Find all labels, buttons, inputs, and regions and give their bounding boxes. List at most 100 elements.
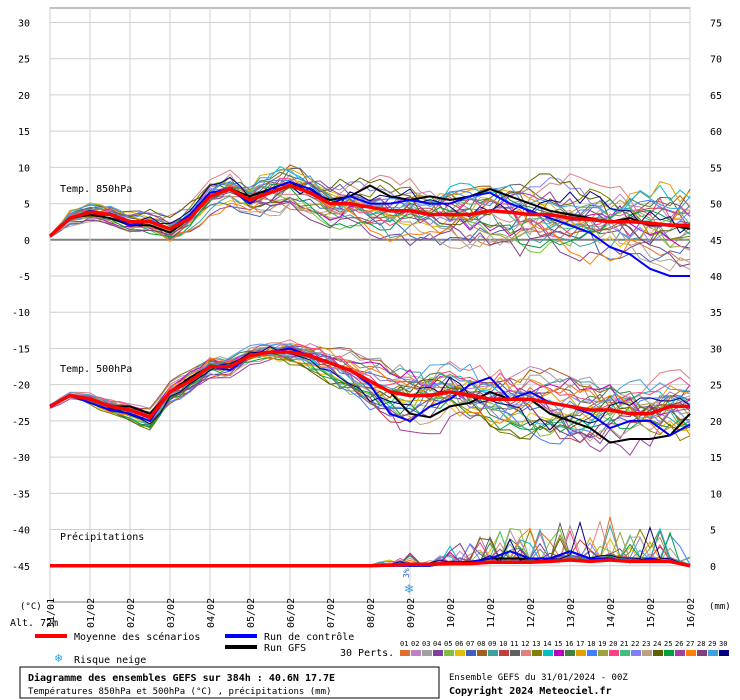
pert-swatch (587, 650, 597, 656)
right-axis-unit: (mm) (709, 602, 731, 612)
pert-swatch (675, 650, 685, 656)
pert-swatch (477, 650, 487, 656)
pert-number: 20 (609, 640, 617, 648)
pert-number: 18 (587, 640, 595, 648)
x-tick-label: 31/01 (46, 598, 57, 628)
legend-gfs-label: Run GFS (264, 643, 306, 654)
snowflake-icon: ❄ (404, 582, 414, 596)
pert-number: 06 (455, 640, 463, 648)
pert-number: 10 (499, 640, 507, 648)
y-tick-label-left: 15 (18, 127, 30, 138)
pert-number: 24 (653, 640, 661, 648)
ensemble-mean-line (50, 558, 691, 568)
x-tick-label: 07/02 (326, 598, 337, 628)
grid (49, 7, 691, 603)
x-tick-label: 16/02 (686, 598, 697, 628)
pert-number: 29 (708, 640, 716, 648)
ensemble-member-line (49, 173, 691, 246)
pert-number: 16 (565, 640, 573, 648)
pert-swatch (488, 650, 498, 656)
legend-snow-icon: ❄ (54, 653, 63, 665)
series (48, 164, 691, 568)
ensemble-member-line (49, 169, 691, 242)
y-tick-label-left: 5 (24, 200, 30, 211)
pert-number: 22 (631, 640, 639, 648)
gfs-run-line (49, 180, 691, 237)
pert-number: 07 (466, 640, 474, 648)
pert-swatch (521, 650, 531, 656)
y-tick-label-left: -30 (12, 453, 30, 464)
pert-swatch (532, 650, 542, 656)
pert-number: 11 (510, 640, 518, 648)
y-tick-label-left: 25 (18, 55, 30, 66)
y-tick-label-left: 10 (18, 163, 30, 174)
chart-title: Diagramme des ensembles GEFS sur 384h : … (28, 672, 335, 684)
pert-number: 15 (554, 640, 562, 648)
y-tick-label-right: 5 (710, 526, 716, 537)
pert-swatch (609, 650, 619, 656)
x-tick-label: 08/02 (366, 598, 377, 628)
ensemble-member-line (49, 183, 691, 249)
pert-swatch (499, 650, 509, 656)
y-tick-label-right: 70 (710, 55, 722, 66)
y-tick-label-right: 40 (710, 272, 722, 283)
ensemble-mean-line (49, 350, 690, 420)
t500-label: Temp. 500hPa (60, 364, 132, 375)
pert-number: 27 (686, 640, 694, 648)
x-tick-label: 09/02 (406, 598, 417, 628)
pert-swatch (466, 650, 476, 656)
y-tick-label-left: -40 (12, 526, 30, 537)
y-tick-label-right: 65 (710, 91, 722, 102)
pert-legend: 01 02 03 04 05 06 07 08 09 10 11 12 13 14 15 16 17 18 19 20… (400, 640, 729, 656)
pert-number: 01 (400, 640, 408, 648)
pert-number: 13 (532, 640, 540, 648)
pert-number: 12 (521, 640, 529, 648)
precip-label: Précipitations (60, 531, 144, 543)
legend-perts-label: 30 Perts. (340, 648, 394, 659)
y-tick-label-right: 20 (710, 417, 722, 428)
y-tick-label-left: 20 (18, 91, 30, 102)
ensemble-member-line (49, 346, 691, 414)
y-tick-label-left: 30 (18, 18, 30, 29)
ensemble-member-line (49, 346, 691, 410)
x-tick-label: 05/02 (246, 598, 257, 628)
pert-swatch (433, 650, 443, 656)
pert-number: 04 (433, 640, 441, 648)
y-tick-label-left: -25 (12, 417, 30, 428)
left-axis-unit: (°C) (20, 602, 42, 612)
pert-swatch (422, 650, 432, 656)
pert-number: 14 (543, 640, 551, 648)
legend-snow-label: Risque neige (74, 655, 146, 666)
pert-swatch (708, 650, 718, 656)
pert-swatch (455, 650, 465, 656)
y-tick-label-left: -5 (18, 272, 30, 283)
y-tick-label-right: 55 (710, 163, 722, 174)
y-tick-label-right: 10 (710, 489, 722, 500)
pert-number: 21 (620, 640, 628, 648)
pert-swatch (510, 650, 520, 656)
pert-number: 02 (411, 640, 419, 648)
y-tick-label-left: -35 (12, 489, 30, 500)
pert-swatch (411, 650, 421, 656)
pert-swatch (554, 650, 564, 656)
pert-number: 05 (444, 640, 452, 648)
ensemble-member-line (49, 346, 691, 431)
run-info: Ensemble GEFS du 31/01/2024 - 00Z (449, 673, 628, 683)
pert-number: 25 (664, 640, 672, 648)
y-tick-label-right: 60 (710, 127, 722, 138)
pert-number: 17 (576, 640, 584, 648)
x-tick-label: 15/02 (646, 598, 657, 628)
pert-number: 19 (598, 640, 606, 648)
pert-number: 09 (488, 640, 496, 648)
pert-swatch (697, 650, 707, 656)
y-tick-label-left: -45 (12, 562, 30, 573)
x-tick-label: 10/02 (446, 598, 457, 628)
y-tick-label-right: 50 (710, 200, 722, 211)
pert-number: 26 (675, 640, 683, 648)
pert-swatch (664, 650, 674, 656)
pert-swatch (719, 650, 729, 656)
ensemble-member-line (49, 357, 691, 433)
y-tick-label-right: 0 (710, 562, 716, 573)
pert-number: 28 (697, 640, 705, 648)
